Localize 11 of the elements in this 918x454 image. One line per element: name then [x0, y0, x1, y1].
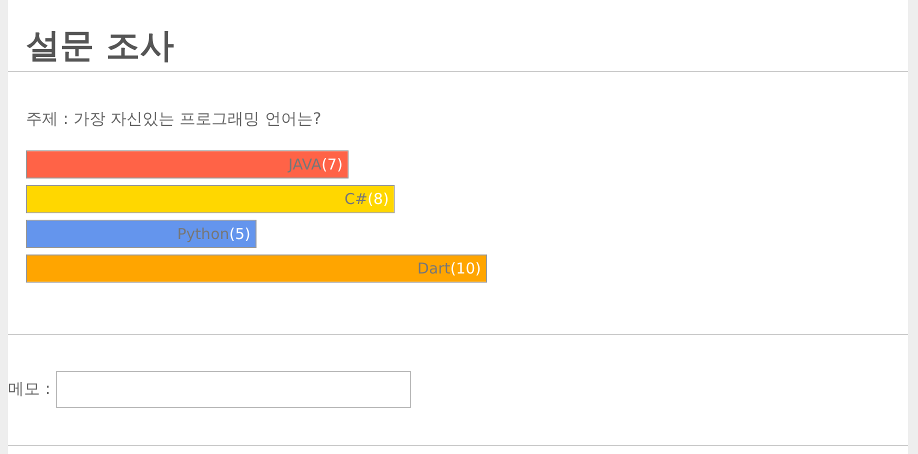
y-tick-label: C#: [344, 190, 368, 208]
data-label: (8): [368, 190, 389, 208]
y-tick-label: Python: [177, 224, 230, 243]
y-tick-label: JAVA: [287, 155, 322, 174]
chart-title: 설문 조사: [26, 26, 174, 66]
data-label: (7): [321, 155, 343, 174]
data-label: (5): [229, 224, 250, 243]
data-label: (10): [450, 260, 481, 278]
chart-subtitle: 주제 : 가장 자신있는 프로그래밍 언어는?: [26, 108, 322, 130]
text: 메모 :: [8, 379, 50, 400]
y-tick-label: Dart: [417, 260, 450, 278]
